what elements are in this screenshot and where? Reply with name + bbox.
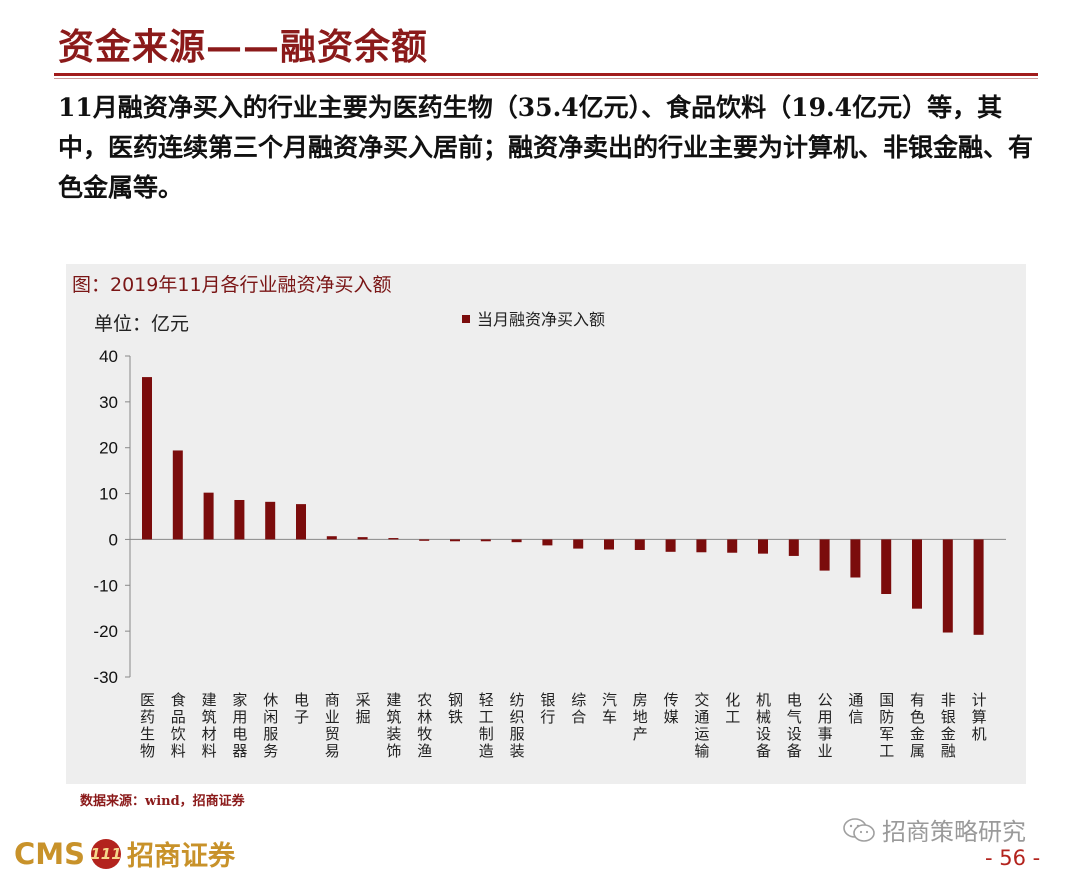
bar [758, 539, 768, 554]
y-tick-label: 30 [99, 393, 118, 412]
unit-label: 单位：亿元 [94, 313, 189, 335]
x-tick-label: 钢铁 [446, 692, 464, 726]
x-tick-label: 电气设备 [785, 692, 803, 760]
bar [265, 501, 276, 540]
bar [203, 492, 214, 540]
bar [326, 536, 337, 540]
x-tick-label: 休闲服务 [261, 692, 279, 760]
x-tick-label: 计算机 [970, 692, 988, 743]
x-tick-label: 通信 [846, 692, 864, 726]
x-tick-label: 综合 [569, 692, 587, 726]
summary-paragraph: 11月融资净买入的行业主要为医药生物（35.4亿元）、食品饮料（19.4亿元）等… [58, 93, 1034, 202]
watermark-text: 招商策略研究 [882, 818, 1026, 846]
bar [142, 377, 152, 540]
logo-mark-icon: 111 [90, 838, 122, 869]
bar [604, 539, 614, 550]
bar [542, 539, 553, 546]
bar [480, 539, 491, 542]
bar [511, 539, 522, 543]
x-tick-label: 建筑材料 [200, 692, 218, 760]
bar [819, 539, 830, 571]
y-tick-label: -10 [93, 576, 118, 595]
bar [850, 539, 861, 578]
y-tick-label: -30 [93, 668, 118, 687]
bar-chart: 单位：亿元 40 30 20 10 0 -10 -20 -30 医药生物 食品饮料 建筑材料 家用电器休… [93, 310, 1006, 760]
x-tick-label: 机械设备 [754, 692, 772, 760]
x-tick-label: 汽车 [600, 692, 618, 726]
x-tick-label: 交通运输 [692, 691, 710, 760]
bar [634, 539, 645, 550]
bar [419, 539, 430, 541]
bar [881, 539, 892, 594]
x-tick-label: 食品饮料 [169, 692, 187, 760]
watermark: 招商策略研究 [842, 812, 1026, 847]
bar [912, 539, 922, 609]
y-tick-label: -20 [93, 622, 118, 641]
x-tick-label: 纺织服装 [508, 692, 526, 760]
x-tick-label: 国防军工 [877, 692, 895, 760]
x-tick-label: 公用事业 [816, 692, 834, 760]
bar [388, 538, 399, 540]
x-tick-label: 家用电器 [230, 692, 248, 760]
x-tick-label: 轻工制造 [477, 692, 495, 760]
figure-title: 图：2019年11月各行业融资净买入额 [72, 274, 392, 296]
bar [973, 539, 984, 635]
bar [788, 539, 799, 556]
y-tick-label: 0 [109, 530, 118, 549]
x-tick-label: 化工 [723, 692, 741, 726]
x-tick-label: 医药生物 [138, 692, 156, 760]
bar [296, 504, 306, 540]
x-tick-label: 有色金属 [908, 692, 926, 760]
bar [450, 539, 460, 542]
y-tick-label: 40 [99, 347, 118, 366]
data-source: 数据来源：wind，招商证券 [80, 794, 245, 809]
logo-cn-text: 招商证券 [127, 841, 236, 872]
bar [357, 537, 368, 540]
x-tick-label: 采掘 [354, 692, 372, 726]
brand-logo: CMS 111 招商证券 [14, 834, 235, 873]
x-tick-label: 传媒 [662, 692, 680, 726]
x-tick-label: 建筑装饰 [384, 692, 402, 760]
y-tick-label: 20 [99, 439, 118, 458]
bar [234, 499, 245, 540]
page-number: - 56 - [985, 846, 1041, 870]
wechat-icon [843, 817, 875, 842]
bar [172, 450, 183, 540]
bar [942, 539, 953, 633]
x-tick-label: 电子 [292, 692, 310, 726]
bar [665, 539, 676, 552]
page-title: 资金来源——融资余额 [58, 26, 429, 68]
bar [727, 539, 738, 553]
x-tick-label: 农林牧渔 [415, 692, 433, 760]
x-tick-label: 银行 [538, 692, 556, 726]
legend-label: 当月融资净买入额 [477, 310, 605, 329]
bar [573, 539, 584, 549]
title-rule [54, 73, 1038, 76]
x-tick-label: 商业贸易 [323, 692, 341, 760]
title-rule-thin [54, 78, 1038, 79]
legend-swatch [462, 315, 470, 323]
x-tick-label: 非银金融 [939, 692, 957, 760]
chart-panel [66, 264, 1026, 784]
x-tick-label: 房地产 [631, 692, 649, 743]
bar [696, 539, 707, 553]
logo-cms-text: CMS [14, 836, 86, 871]
y-tick-label: 10 [99, 485, 118, 504]
